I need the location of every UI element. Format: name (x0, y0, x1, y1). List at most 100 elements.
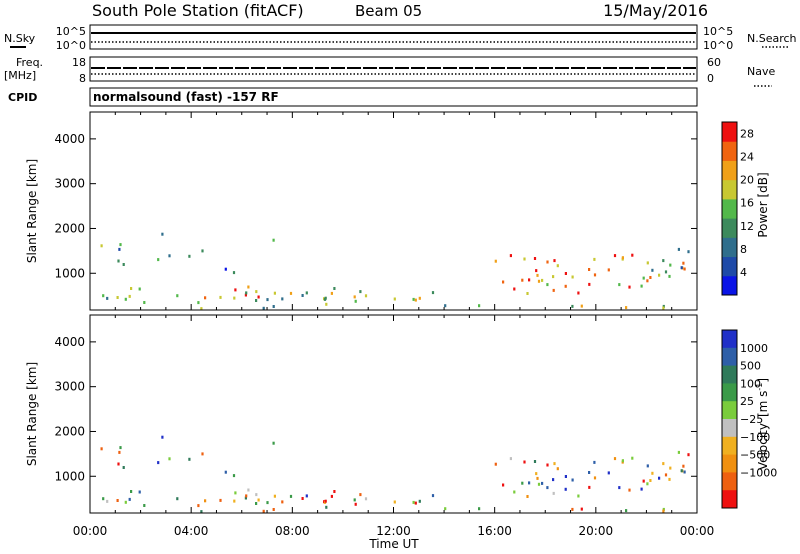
scatter-cell (414, 501, 417, 505)
scatter-cell (234, 491, 237, 495)
scatter-cell (593, 460, 596, 464)
scatter-cell (232, 271, 236, 275)
scatter-cell (662, 507, 665, 511)
scatter-cell (571, 507, 574, 511)
nsearch-label: N.Search (747, 32, 797, 45)
cpid-panel: CPID normalsound (fast) -157 RF (8, 87, 698, 107)
scatter-cell (552, 275, 555, 279)
scatter-cell (521, 278, 524, 282)
scatter-cell (662, 304, 665, 308)
scatter-cell (552, 288, 555, 292)
scatter-cell (102, 294, 105, 298)
scatter-cell (143, 504, 146, 507)
scatter-cell (523, 257, 526, 261)
colorbar-tick-label: 20 (740, 174, 754, 187)
scatter-cell (646, 482, 649, 486)
scatter-cell (580, 304, 583, 308)
colorbar-frame (721, 121, 738, 296)
scatter-cell (122, 263, 125, 266)
scatter-cell (621, 459, 624, 463)
colorbar-swatch (722, 383, 737, 402)
scatter-cell (553, 462, 556, 466)
scatter-cell (502, 483, 505, 487)
scatter-cell (662, 259, 665, 263)
scatter-cell (325, 302, 328, 306)
scatter-cell (272, 441, 275, 445)
scatter-cell (642, 479, 645, 483)
scatter-cell (244, 496, 247, 500)
colorbar-tick-label: −500 (740, 449, 770, 462)
colorbar-tick-label: 25 (740, 395, 754, 408)
scatter-cell (116, 296, 119, 299)
scatter-cell (571, 275, 574, 279)
scatter-cell (393, 297, 396, 301)
colorbar-swatch (722, 472, 737, 491)
scatter-cell (128, 497, 131, 501)
scatter-cell (546, 283, 549, 287)
scatter-cell (662, 509, 665, 513)
scatter-cell (564, 272, 567, 275)
scatter-cell (444, 304, 447, 308)
colorbar-tick-label: −100 (740, 431, 770, 444)
scatter-cell (102, 497, 105, 501)
scatter-cell (188, 254, 191, 258)
colorbar-tick-label: 12 (740, 220, 754, 233)
colorbar-tick-label: 16 (740, 197, 754, 210)
scatter-cell (266, 298, 269, 302)
scatter-cell (330, 494, 333, 498)
scatter-cell (233, 499, 236, 503)
scatter-cell (197, 504, 200, 508)
scatter-cell (669, 263, 672, 267)
scatter-cell (537, 482, 541, 486)
scatter-cell (119, 243, 122, 247)
scatter-cell (535, 269, 538, 273)
scatter-cell (301, 497, 304, 500)
scatter-cell (553, 259, 556, 263)
scatter-cell (255, 299, 258, 302)
scatter-cell (233, 296, 236, 300)
scatter-cell (640, 284, 643, 288)
time-axis-label: Time UT (368, 537, 419, 551)
scatter-cell (580, 507, 583, 511)
scatter-cell (106, 499, 109, 503)
scatter-cell (646, 279, 649, 283)
scatter-cell (124, 500, 127, 504)
scatter-cell (536, 476, 539, 480)
scatter-cell (613, 457, 617, 461)
scatter-cell (478, 507, 481, 511)
scatter-cell (444, 507, 447, 511)
scatter-cell (324, 499, 327, 503)
scatter-cell (571, 304, 574, 308)
colorbar-tick-label: 500 (740, 360, 761, 373)
scatter-cell (330, 291, 333, 295)
scatter-cell (200, 307, 203, 311)
power-colorbar-label: Power [dB] (756, 172, 770, 237)
scatter-cell (130, 490, 133, 493)
freq-tick-high: 18 (72, 56, 86, 69)
scatter-cell (494, 462, 497, 466)
scatter-cell (117, 462, 120, 466)
scatter-cell (255, 493, 258, 497)
scatter-cell (564, 284, 567, 288)
scatter-cell (364, 497, 368, 501)
scatter-cell (662, 306, 665, 310)
velocity-colorbar-label: Velocity [m s-1] (755, 378, 770, 470)
colorbar-swatch (722, 141, 737, 161)
scatter-cell (533, 460, 537, 463)
scatter-cell (305, 291, 308, 295)
scatter-cell (176, 294, 179, 298)
scatter-cell (305, 494, 308, 498)
colorbar-tick-label: 28 (740, 128, 754, 141)
scatter-cell (116, 499, 119, 502)
scatter-cell (646, 464, 649, 468)
scatter-cell (533, 257, 537, 260)
scatter-cell (513, 490, 516, 494)
nsearch-tick-high: 10^5 (703, 25, 733, 38)
velocity-axis-ticks: 1000 2000 3000 4000 (54, 315, 698, 513)
scatter-cell (649, 479, 652, 482)
colorbar-swatch (722, 275, 737, 296)
scatter-cell (359, 493, 362, 497)
scatter-cell (266, 501, 269, 505)
scatter-cell (354, 502, 357, 506)
